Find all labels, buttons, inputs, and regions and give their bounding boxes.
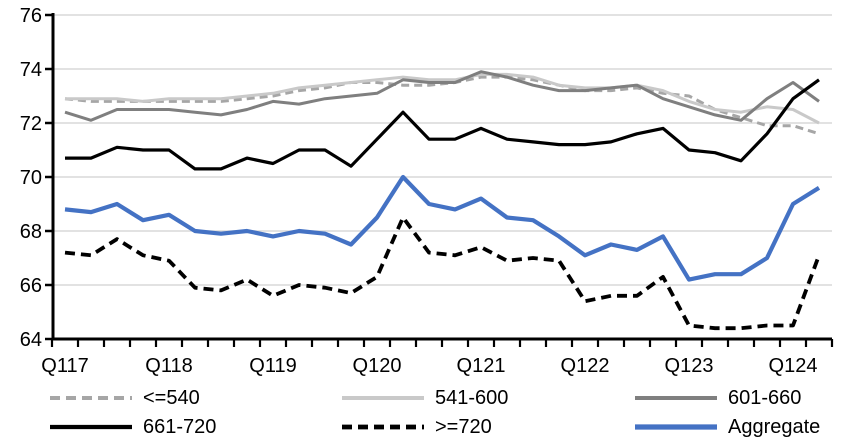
legend-label: 541-600 <box>435 387 509 409</box>
series-line-720 <box>64 215 821 331</box>
x-tick-label: Q120 <box>353 355 402 377</box>
legend-label: >=720 <box>435 416 492 438</box>
x-tick-label: Q121 <box>457 355 506 377</box>
legend-item-720: >=720 <box>340 415 492 439</box>
legend-item-661720: 661-720 <box>48 415 216 439</box>
y-tick-label: 70 <box>20 167 42 189</box>
y-tick-label: 68 <box>20 221 42 243</box>
series-line-601660 <box>64 70 820 122</box>
series-line-661720 <box>65 78 820 171</box>
legend-marker-661720 <box>50 424 132 430</box>
x-tick-label: Q124 <box>769 355 818 377</box>
legend-label: Aggregate <box>728 416 821 438</box>
chart-legend: <=540 541-600 601-660 661-720 >=720 Aggregate <box>0 382 852 442</box>
legend-label: 661-720 <box>143 416 217 438</box>
legend-marker-601660 <box>635 396 717 400</box>
series-line-541600 <box>65 72 820 125</box>
x-tick-label: Q122 <box>561 355 610 377</box>
x-tick-label: Q119 <box>249 355 296 377</box>
chart-svg: 64 66 68 70 72 74 76 Q117 Q118 Q119 Q120 Q121 Q122 Q1… <box>20 5 834 377</box>
legend-label: 601-660 <box>728 387 802 409</box>
y-tick-label: 66 <box>20 275 42 297</box>
y-tick-label: 64 <box>20 329 42 351</box>
x-tick-label: Q118 <box>145 355 192 377</box>
legend-marker-720 <box>342 424 424 430</box>
series-line-aggregate <box>64 174 821 282</box>
legend-marker-aggregate <box>635 424 717 430</box>
legend-item-540: <=540 <box>48 386 200 410</box>
y-tick-label: 74 <box>20 59 42 81</box>
legend-item-601660: 601-660 <box>633 386 801 410</box>
legend-marker-540 <box>50 396 132 400</box>
y-tick-label: 76 <box>20 5 42 27</box>
x-tick-label: Q123 <box>665 355 714 377</box>
legend-item-541600: 541-600 <box>340 386 508 410</box>
y-tick-label: 72 <box>20 113 42 135</box>
legend-item-aggregate: Aggregate <box>633 415 820 439</box>
legend-label: <=540 <box>143 387 200 409</box>
legend-marker-541600 <box>342 396 424 400</box>
x-tick-label: Q117 <box>41 355 88 377</box>
